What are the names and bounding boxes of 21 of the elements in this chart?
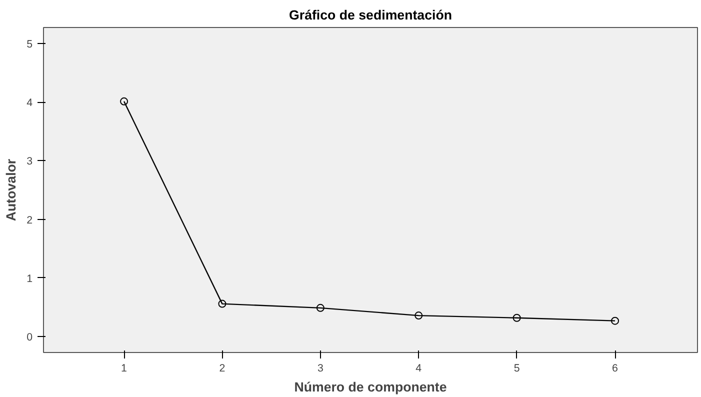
x-tick-label: 1: [121, 362, 128, 374]
y-tick-label: 3: [26, 156, 33, 168]
y-tick-label: 5: [26, 38, 33, 50]
point: [512, 314, 521, 322]
point: [218, 300, 226, 308]
y-tick-label: 1: [26, 272, 33, 285]
point: [316, 304, 324, 312]
x-tick-label: 2: [219, 362, 226, 374]
point: [120, 97, 128, 106]
chart-title: Gráfico de sedimentación: [289, 8, 452, 22]
y-tick-label: 2: [26, 214, 33, 226]
y-tick-label: 0: [26, 332, 33, 344]
y-axis-title: Autovalor: [4, 158, 19, 222]
x-tick-label: 6: [612, 362, 618, 374]
y-tick-label: 4: [26, 97, 33, 110]
x-tick-label: 5: [514, 362, 520, 374]
x-tick-label: 4: [416, 362, 422, 374]
x-tick-label: 3: [317, 362, 324, 374]
point: [414, 312, 423, 320]
point: [611, 316, 620, 325]
x-axis-title: Número de componente: [294, 380, 447, 394]
